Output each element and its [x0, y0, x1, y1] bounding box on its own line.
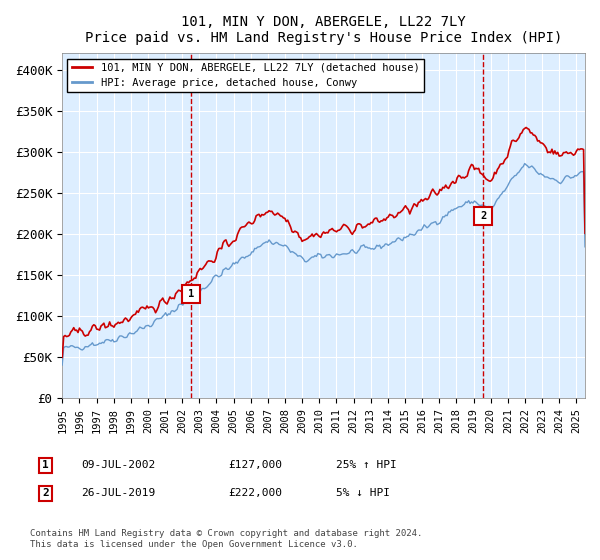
Text: 5% ↓ HPI: 5% ↓ HPI	[336, 488, 390, 498]
Text: 2: 2	[480, 211, 487, 221]
Text: 09-JUL-2002: 09-JUL-2002	[81, 460, 155, 470]
Text: 1: 1	[188, 289, 194, 299]
Text: 1: 1	[42, 460, 49, 470]
Title: 101, MIN Y DON, ABERGELE, LL22 7LY
Price paid vs. HM Land Registry's House Price: 101, MIN Y DON, ABERGELE, LL22 7LY Price…	[85, 15, 562, 45]
Legend: 101, MIN Y DON, ABERGELE, LL22 7LY (detached house), HPI: Average price, detache: 101, MIN Y DON, ABERGELE, LL22 7LY (deta…	[67, 58, 424, 92]
Text: 25% ↑ HPI: 25% ↑ HPI	[336, 460, 397, 470]
Text: 26-JUL-2019: 26-JUL-2019	[81, 488, 155, 498]
Text: £222,000: £222,000	[228, 488, 282, 498]
Text: 2: 2	[42, 488, 49, 498]
Text: £127,000: £127,000	[228, 460, 282, 470]
Text: Contains HM Land Registry data © Crown copyright and database right 2024.
This d: Contains HM Land Registry data © Crown c…	[30, 529, 422, 549]
